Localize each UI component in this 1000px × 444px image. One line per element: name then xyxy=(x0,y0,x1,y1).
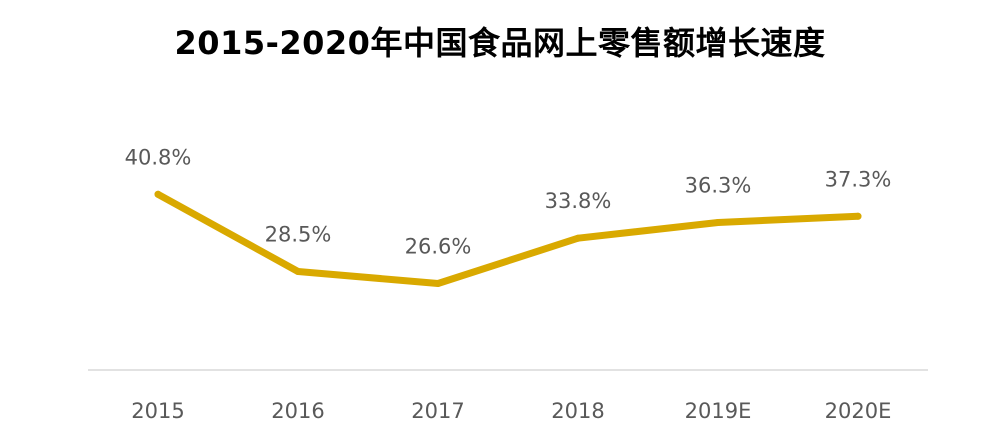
data-label-2020E: 37.3% xyxy=(825,167,892,191)
data-point-2018 xyxy=(574,234,582,242)
data-point-2015 xyxy=(154,190,162,198)
data-label-2019E: 36.3% xyxy=(685,174,752,198)
x-tick-label-2019E: 2019E xyxy=(685,399,752,423)
x-tick-label-2017: 2017 xyxy=(411,399,464,423)
data-point-2019E xyxy=(714,219,722,227)
x-tick-layer: 2015 2016 2017 2018 2019E 2020E xyxy=(131,399,891,423)
series-layer xyxy=(154,190,862,287)
data-label-2017: 26.6% xyxy=(405,234,472,258)
data-label-2016: 28.5% xyxy=(265,223,332,247)
chart-title: 2015-2020年中国食品网上零售额增长速度 xyxy=(174,24,826,62)
x-tick-label-2020E: 2020E xyxy=(825,399,892,423)
data-label-2018: 33.8% xyxy=(545,189,612,213)
x-tick-label-2016: 2016 xyxy=(271,399,324,423)
data-point-2017 xyxy=(434,279,442,287)
data-point-2016 xyxy=(294,268,302,276)
series-line xyxy=(154,190,862,287)
data-point-2020E xyxy=(854,212,862,220)
x-tick-label-2018: 2018 xyxy=(551,399,604,423)
data-label-2015: 40.8% xyxy=(125,145,192,169)
data-label-layer: 40.8% 28.5% 26.6% 33.8% 36.3% 37.3% xyxy=(125,145,892,258)
x-tick-label-2015: 2015 xyxy=(131,399,184,423)
